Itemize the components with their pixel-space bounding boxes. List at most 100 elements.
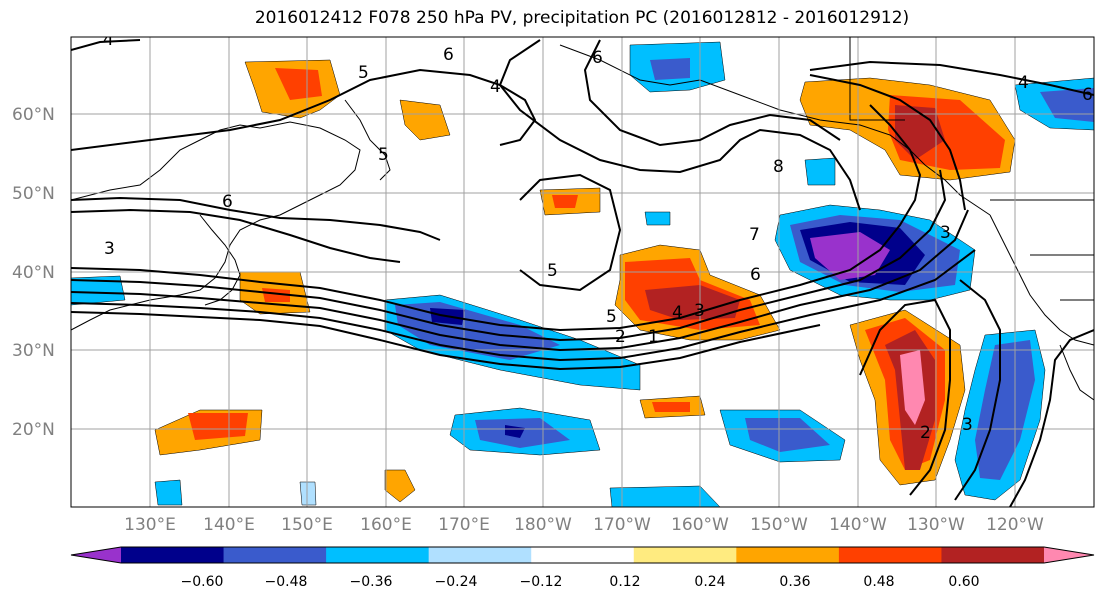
lon-label: 160°E	[360, 515, 412, 535]
alaska-coastline	[559, 44, 991, 216]
lat-label: 40°N	[12, 263, 55, 283]
contour-label: 2	[920, 423, 931, 443]
colorbar-segment	[633, 547, 737, 563]
colorbar-segment	[71, 547, 121, 563]
pv-contour	[519, 173, 622, 292]
precip-negative-region	[154, 479, 183, 506]
colorbar-segment	[736, 547, 840, 563]
lon-label: 150°W	[750, 515, 808, 535]
precip-negative-region	[505, 425, 525, 438]
contour-label: 6	[222, 192, 233, 212]
pv-contour	[71, 68, 537, 151]
contour-labels: 4 5 6 6 4 5 6 3 5 8 7 6 5 4 3 2 1 6 4 3 …	[103, 30, 1093, 443]
longitude-labels: 130°E 140°E 150°E 160°E 170°E 180°W 170°…	[124, 515, 1044, 535]
colorbar-segment	[428, 547, 532, 563]
lon-label: 170°W	[593, 515, 651, 535]
lat-label: 20°N	[12, 420, 55, 440]
colorbar-tick-label: −0.60	[181, 574, 224, 590]
map-frame	[70, 36, 1095, 508]
contour-label: 7	[749, 225, 760, 245]
lon-label: 140°E	[203, 515, 255, 535]
precip-positive-region	[399, 99, 451, 141]
kamchatka-coastline	[344, 99, 391, 181]
precip-positive-region	[262, 288, 290, 302]
lon-label: 140°W	[829, 515, 887, 535]
colorbar-tick-labels: −0.60 −0.48 −0.36 −0.24 −0.12 0.12 0.24 …	[181, 574, 980, 590]
contour-label: 1	[648, 327, 659, 347]
precip-negative-region	[745, 418, 830, 452]
north-america-coastline	[989, 214, 1094, 346]
contour-label: 4	[1018, 73, 1029, 93]
contour-label: 5	[547, 261, 558, 281]
japan-coastline	[199, 214, 241, 306]
colorbar-segment	[941, 547, 1045, 563]
border-line	[849, 37, 1094, 301]
contour-label: 4	[672, 303, 683, 323]
contour-label: 8	[773, 157, 784, 177]
precip-negative-region	[71, 275, 126, 306]
colorbar-tick-label: −0.36	[350, 574, 393, 590]
contour-label: 3	[962, 415, 973, 435]
colorbar-tick-label: −0.48	[265, 574, 308, 590]
contour-label: 6	[1082, 85, 1093, 105]
colorbar-outline	[70, 546, 1095, 564]
lon-label: 120°W	[986, 515, 1044, 535]
pv-contour	[809, 74, 966, 211]
precip-positive-region	[188, 413, 248, 440]
coastlines	[71, 37, 1094, 401]
contour-label: 4	[103, 30, 114, 50]
precip-shading	[71, 41, 1094, 507]
precip-negative-region	[650, 58, 690, 80]
lat-label: 30°N	[12, 341, 55, 361]
colorbar-tick-label: 0.36	[779, 574, 810, 590]
pv-contours	[71, 39, 1094, 507]
map-title: 2016012412 F078 250 hPa PV, precipitatio…	[254, 8, 910, 28]
baja-coastline	[1059, 344, 1094, 401]
lon-label: 130°W	[907, 515, 965, 535]
pv-contour	[71, 249, 976, 362]
colorbar-segment	[326, 547, 430, 563]
precip-negative-region	[804, 157, 836, 186]
colorbar: −0.60 −0.48 −0.36 −0.24 −0.12 0.12 0.24 …	[70, 546, 1095, 590]
pv-contour	[583, 39, 841, 147]
precip-negative-region	[810, 232, 890, 280]
lat-label: 60°N	[12, 105, 55, 125]
colorbar-segment	[838, 547, 942, 563]
pv-contour	[859, 298, 951, 496]
precip-negative-region	[975, 340, 1035, 480]
precip-positive-region	[652, 402, 690, 412]
colorbar-tick-label: 0.48	[863, 574, 894, 590]
pv-contour	[71, 104, 922, 332]
contour-label: 3	[104, 239, 115, 259]
colorbar-segment	[223, 547, 327, 563]
precip-negative-region	[644, 211, 671, 226]
precip-positive-region	[552, 195, 578, 208]
pv-contour	[1009, 329, 1094, 507]
colorbar-tick-label: −0.12	[520, 574, 563, 590]
colorbar-segment	[1044, 547, 1094, 563]
pv-contour	[71, 208, 401, 263]
latitude-labels: 60°N 50°N 40°N 30°N 20°N	[12, 105, 55, 440]
contour-label: 5	[606, 307, 617, 327]
precip-positive-region	[275, 68, 322, 100]
pv-contour	[71, 209, 969, 352]
pv-contour	[71, 196, 441, 241]
contour-label: 3	[694, 301, 705, 321]
colorbar-tick-label: −0.24	[435, 574, 478, 590]
lat-label: 50°N	[12, 184, 55, 204]
lon-label: 180°W	[514, 515, 572, 535]
lon-label: 160°W	[671, 515, 729, 535]
precip-positive-region	[384, 469, 416, 503]
colorbar-tick-label: 0.12	[609, 574, 640, 590]
pv-contour	[71, 169, 947, 342]
colorbar-segment	[531, 547, 635, 563]
contour-label: 3	[940, 223, 951, 243]
lon-label: 130°E	[124, 515, 176, 535]
gridlines	[71, 37, 1094, 507]
lon-label: 170°E	[438, 515, 490, 535]
contour-label: 6	[443, 45, 454, 65]
lon-label: 150°E	[281, 515, 333, 535]
pv-contour	[71, 39, 141, 51]
pv-contour	[809, 60, 1094, 96]
